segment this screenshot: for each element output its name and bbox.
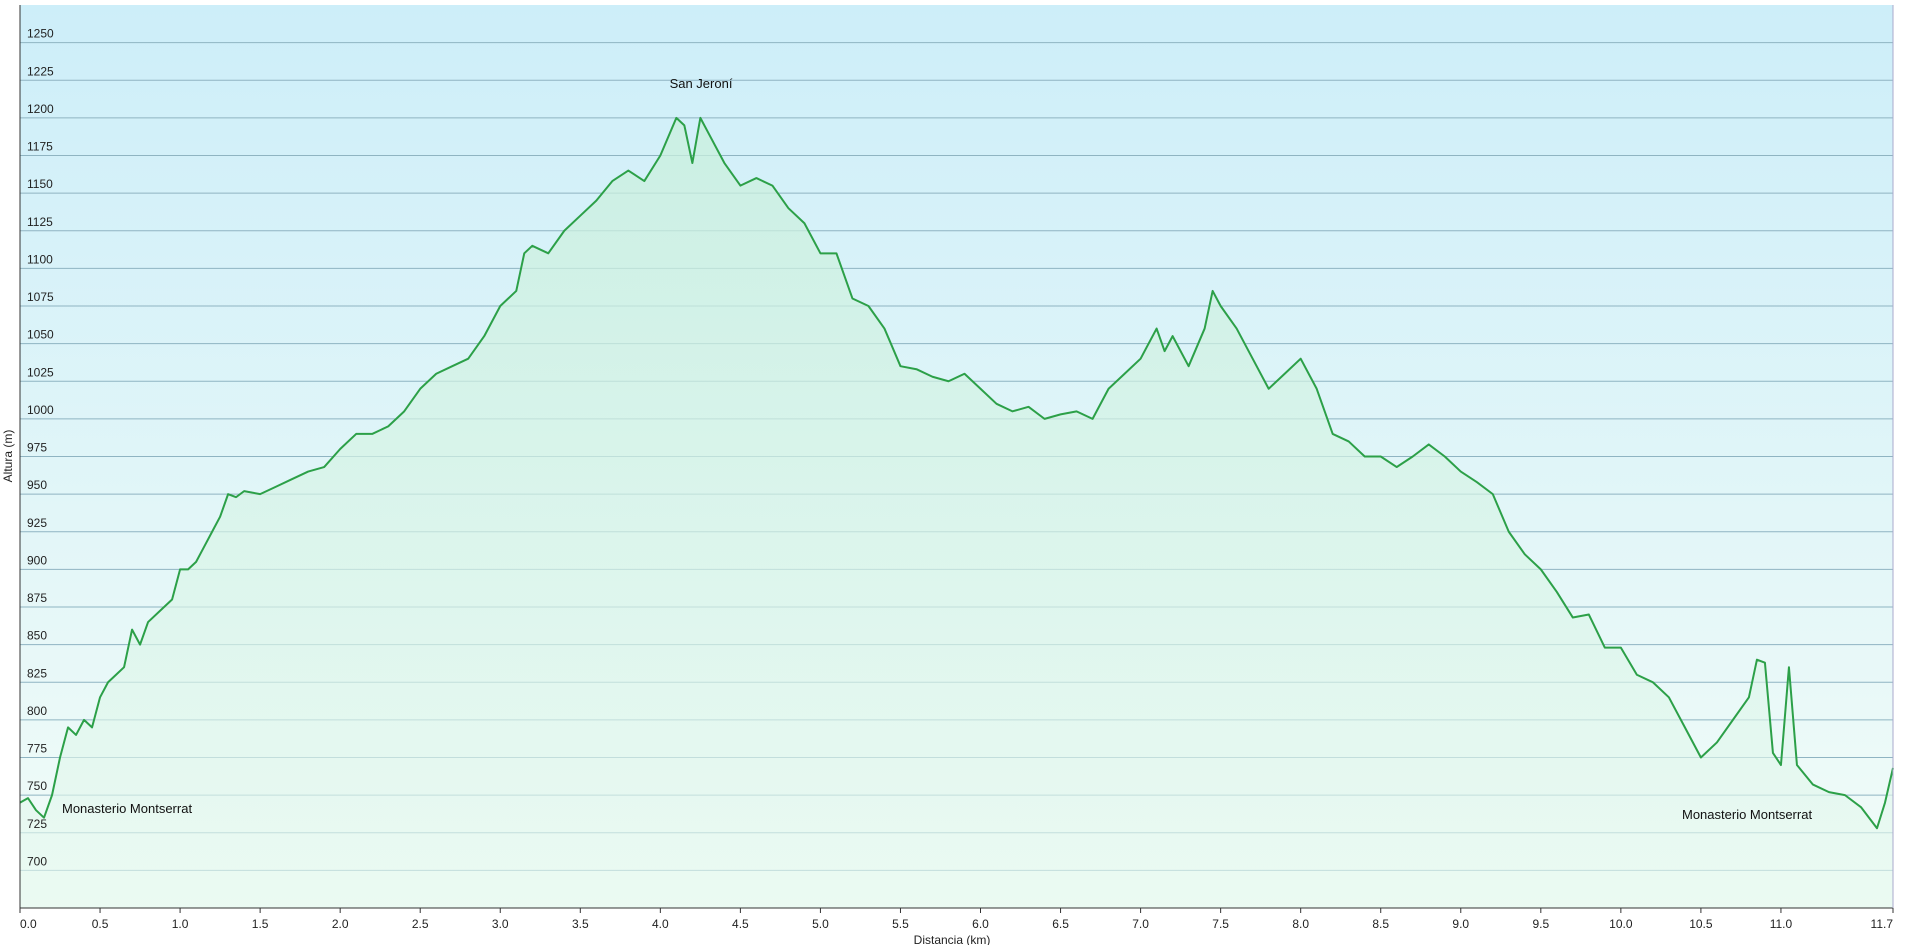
annotation: San Jeroní bbox=[670, 76, 733, 91]
y-tick-label: 1250 bbox=[27, 27, 54, 41]
x-tick-label: 8.0 bbox=[1292, 917, 1309, 931]
y-tick-label: 850 bbox=[27, 629, 47, 643]
area-fill bbox=[20, 117, 1893, 908]
x-tick-label: 5.0 bbox=[812, 917, 829, 931]
y-tick-label: 775 bbox=[27, 742, 47, 756]
elevation-line bbox=[19, 116, 1894, 830]
y-tick-label: 800 bbox=[27, 704, 47, 718]
y-tick-label: 1150 bbox=[27, 177, 53, 191]
x-tick-label: 9.0 bbox=[1452, 917, 1469, 931]
x-tick-label: 0.5 bbox=[92, 917, 109, 931]
x-tick-label: 3.0 bbox=[492, 917, 509, 931]
y-axis-title: Altura (m) bbox=[1, 430, 15, 483]
y-tick-label: 825 bbox=[27, 666, 47, 680]
x-tick-label: 11.0 bbox=[1770, 917, 1793, 931]
x-tick-label: 7.0 bbox=[1132, 917, 1149, 931]
y-tick-label: 875 bbox=[27, 591, 47, 605]
x-tick-label: 10.5 bbox=[1689, 917, 1713, 931]
x-tick-label: 4.0 bbox=[652, 917, 669, 931]
annotation: Monasterio Montserrat bbox=[1682, 807, 1812, 822]
y-tick-label: 925 bbox=[27, 516, 47, 530]
y-tick-label: 1225 bbox=[27, 64, 54, 78]
y-tick-label: 1000 bbox=[27, 403, 54, 417]
x-tick-label: 6.5 bbox=[1052, 917, 1069, 931]
x-tick-label: 2.5 bbox=[412, 917, 429, 931]
x-tick-label: 0.0 bbox=[20, 917, 37, 931]
y-tick-label: 725 bbox=[27, 817, 47, 831]
annotation: Monasterio Montserrat bbox=[62, 801, 192, 816]
x-tick-label: 1.0 bbox=[172, 917, 189, 931]
x-tick-label: 5.5 bbox=[892, 917, 909, 931]
x-tick-label: 1.5 bbox=[252, 917, 269, 931]
y-tick-label: 700 bbox=[27, 854, 47, 868]
series bbox=[19, 116, 1894, 908]
x-tick-label: 7.5 bbox=[1212, 917, 1229, 931]
x-tick-label: 3.5 bbox=[572, 917, 589, 931]
y-tick-label: 1100 bbox=[27, 252, 53, 266]
y-tick-label: 750 bbox=[27, 779, 47, 793]
y-tick-label: 975 bbox=[27, 441, 47, 455]
y-tick-label: 1050 bbox=[27, 328, 54, 342]
y-tick-label: 950 bbox=[27, 478, 47, 492]
x-tick-label: 8.5 bbox=[1372, 917, 1389, 931]
x-tick-label: 6.0 bbox=[972, 917, 989, 931]
y-tick-label: 1200 bbox=[27, 102, 54, 116]
y-tick-label: 900 bbox=[27, 553, 47, 567]
x-tick-label: 11.7 bbox=[1871, 917, 1894, 931]
x-tick-label: 9.5 bbox=[1532, 917, 1549, 931]
y-tick-label: 1125 bbox=[27, 215, 53, 229]
x-axis-title: Distancia (km) bbox=[914, 933, 991, 945]
x-tick-label: 2.0 bbox=[332, 917, 349, 931]
labels: 700 725 750 775 800 825 850 875 900 925 950 975 1000… bbox=[20, 27, 1893, 931]
x-tick-label: 4.5 bbox=[732, 917, 749, 931]
y-tick-label: 1075 bbox=[27, 290, 54, 304]
x-tick-label: 10.0 bbox=[1609, 917, 1633, 931]
y-tick-label: 1025 bbox=[27, 365, 54, 379]
y-tick-label: 1175 bbox=[27, 140, 53, 154]
